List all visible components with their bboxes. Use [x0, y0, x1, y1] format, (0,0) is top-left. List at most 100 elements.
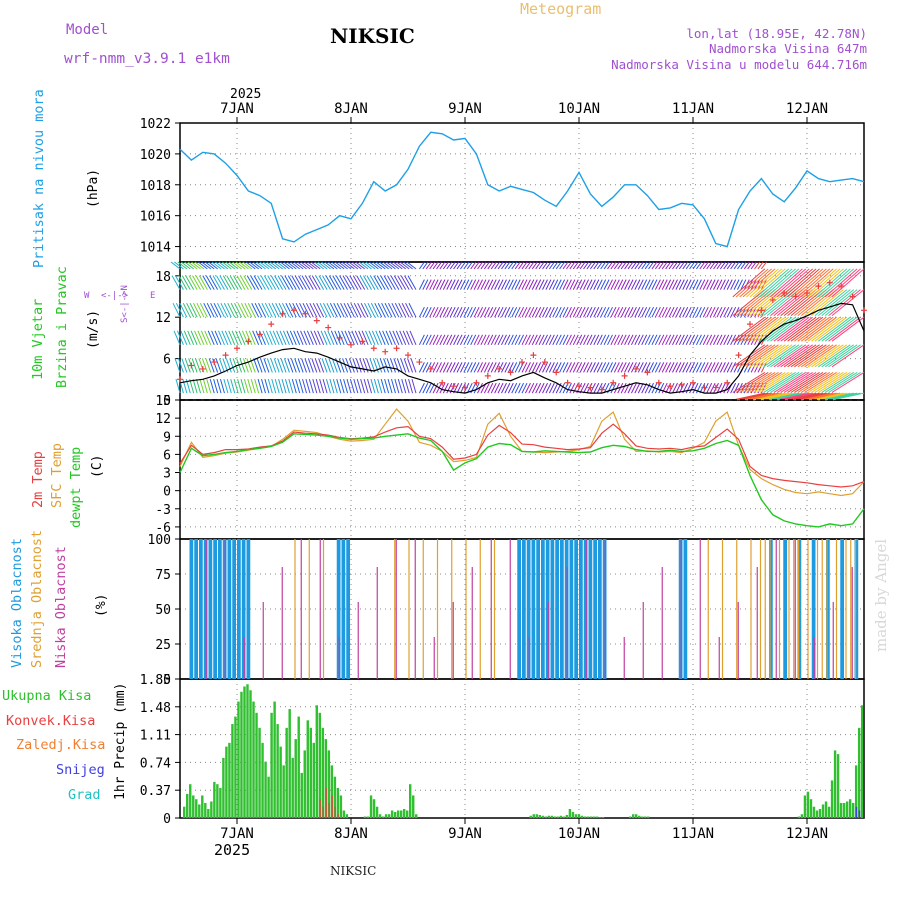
- wind-barb: [572, 279, 579, 290]
- wind-barb: [378, 330, 386, 345]
- pressure-line: [179, 131, 865, 248]
- wind-barb: [229, 275, 239, 290]
- wind-barb: [234, 302, 243, 318]
- wind-barb: [746, 316, 779, 342]
- wind-barb: [665, 279, 672, 290]
- wind-barb: [497, 306, 504, 318]
- year-bottom: 2025: [214, 841, 250, 859]
- precip-total-bar: [195, 799, 198, 818]
- wind-barb: [348, 261, 359, 270]
- precip-total-bar: [252, 701, 255, 818]
- wind-barb: [171, 275, 181, 290]
- wind-barb: [324, 261, 335, 270]
- wind-barb: [418, 362, 425, 373]
- wind-barb: [319, 378, 325, 394]
- wind-barb: [253, 358, 260, 373]
- wind-barb: [518, 362, 525, 373]
- wind-barb: [600, 334, 607, 346]
- wind-barb: [381, 302, 390, 318]
- wind-barb: [436, 334, 442, 346]
- wind-barb: [702, 334, 709, 346]
- wind-barb: [794, 344, 827, 368]
- precip-total-bar: [384, 814, 388, 818]
- wind-barb: [206, 302, 215, 318]
- precip-total-bar: [276, 724, 279, 818]
- wind-barb: [603, 261, 610, 270]
- precip-total-bar: [821, 804, 825, 818]
- high-cloud-bar: [555, 539, 559, 679]
- precip-total-bar: [288, 709, 291, 818]
- wind-barb: [531, 362, 538, 373]
- wind-barb: [181, 275, 191, 290]
- wind-barb: [521, 261, 528, 270]
- wind-barb: [178, 275, 188, 290]
- wind-barb: [473, 382, 480, 394]
- day-label-top: 7JAN: [220, 101, 254, 117]
- wind-barb: [552, 279, 559, 290]
- wind-barb: [339, 275, 349, 290]
- wind-barb: [280, 358, 287, 373]
- wind-barb: [675, 279, 682, 290]
- wind-barb: [400, 358, 407, 373]
- wind-barb: [198, 275, 208, 290]
- precip-convective-bar: [322, 806, 324, 818]
- wind-barb: [749, 268, 783, 298]
- wind-barb: [719, 261, 726, 270]
- wind-barb: [329, 378, 335, 394]
- wind-barb: [559, 261, 566, 270]
- wind-barb: [579, 261, 586, 270]
- wind-barb: [442, 306, 449, 318]
- wind-barb: [269, 330, 277, 345]
- wind-barb: [439, 279, 446, 290]
- precip-total-bar: [285, 727, 288, 818]
- wind-barb: [685, 334, 692, 346]
- wind-barb: [730, 261, 737, 270]
- wind-gust-marker: [222, 352, 229, 359]
- wind-barb: [218, 261, 229, 270]
- wind-barb: [637, 261, 644, 270]
- wind-barb: [446, 261, 453, 270]
- wind-barb: [487, 334, 494, 346]
- wind-gust-marker: [530, 352, 537, 359]
- wind-barb: [242, 358, 249, 373]
- wind-barb: [276, 330, 284, 345]
- wind-barb: [308, 275, 318, 290]
- wind-barb: [470, 306, 477, 318]
- wind-barb: [321, 261, 331, 270]
- wind-barb: [291, 275, 301, 290]
- wind-barb: [221, 330, 229, 345]
- wind-barb: [418, 382, 425, 394]
- wind-barb: [787, 316, 820, 342]
- wind-barb: [593, 382, 600, 394]
- precip-total-bar: [261, 742, 264, 818]
- wind-barb: [766, 371, 800, 393]
- wind-barb: [603, 382, 610, 394]
- wind-barb: [759, 268, 793, 298]
- wind-gust-marker: [245, 338, 252, 345]
- wind-barb: [215, 358, 222, 373]
- wind-barb: [545, 362, 552, 373]
- wind-barb: [569, 334, 576, 346]
- wind-barb: [790, 316, 824, 342]
- wind-barb: [198, 261, 208, 270]
- precip-total-bar: [809, 799, 813, 818]
- wind-barb: [404, 275, 413, 290]
- pressure-unit: (hPa): [86, 169, 101, 208]
- wind-barb: [177, 358, 184, 373]
- precip-total-bar: [815, 810, 819, 818]
- wind-barb: [780, 344, 813, 368]
- precip-total-bar: [550, 815, 554, 818]
- wind-barb: [589, 261, 596, 270]
- precip-total-bar: [402, 808, 406, 818]
- wind-barb: [630, 279, 637, 290]
- wind-barb: [617, 261, 624, 270]
- wind-barb: [403, 261, 413, 270]
- temp-unit: (C): [90, 455, 105, 478]
- wind-barb: [418, 334, 425, 346]
- wind-barb: [456, 334, 463, 346]
- wind-barb: [323, 302, 331, 318]
- precip-total-bar: [279, 746, 282, 818]
- wind-barb: [770, 371, 803, 393]
- wind-barb: [538, 382, 545, 394]
- temp-title-sfc: SFC Temp: [49, 443, 65, 508]
